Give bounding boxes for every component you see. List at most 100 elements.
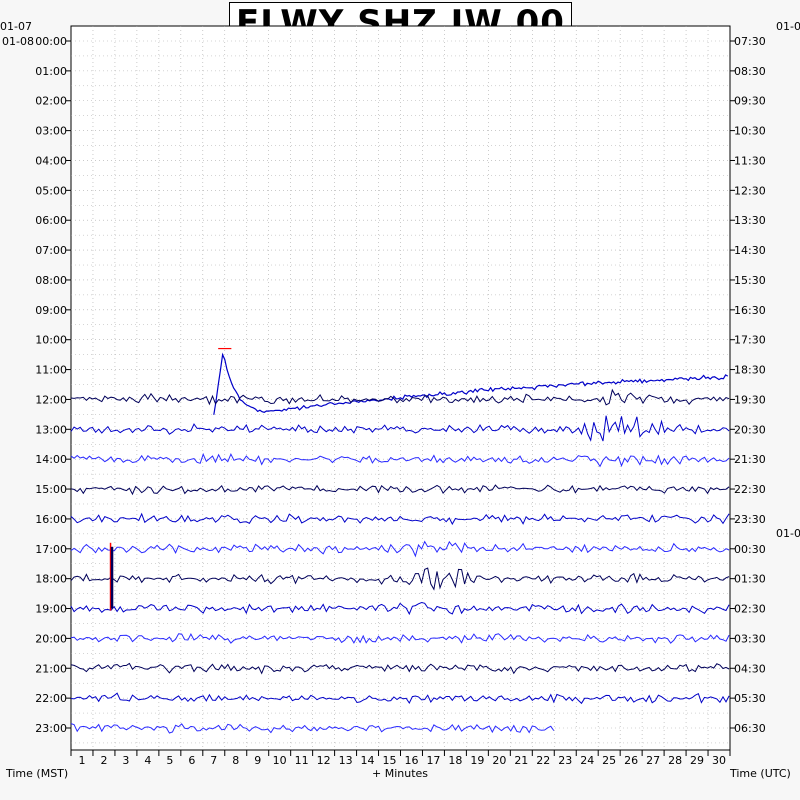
x-tick-label: 6 [188,754,195,767]
y-tick-label-right: 08:30 [734,65,766,78]
x-tick-label: 1 [78,754,85,767]
y-tick-label-left: 11:00 [35,364,67,377]
y-tick-label-left: 15:00 [35,483,67,496]
trace-hour-15 [70,484,730,496]
x-tick-label: 30 [712,754,726,767]
left-date-label-1: 01-07 [0,20,32,33]
y-tick-label-left: 09:00 [35,304,67,317]
y-tick-label-left: 03:00 [35,125,67,138]
y-tick-label-left: 14:00 [35,453,67,466]
trace-hour-14 [70,452,730,468]
y-tick-label-left: 06:00 [35,214,67,227]
y-tick-label-right: 04:30 [734,662,766,675]
y-tick-label-left: 04:00 [35,154,67,167]
y-tick-label-left: 18:00 [35,573,67,586]
trace-hour-17 [70,540,730,558]
right-date-label-2: 01-0 [776,527,800,540]
y-tick-label-right: 10:30 [734,125,766,138]
y-tick-label-right: 12:30 [734,184,766,197]
x-tick-label: 23 [558,754,572,767]
trace-hour-22 [70,692,730,705]
y-tick-label-left: 05:00 [35,184,67,197]
y-tick-label-right: 21:30 [734,453,766,466]
y-tick-label-left: 20:00 [35,632,67,645]
y-tick-label-right: 20:30 [734,423,766,436]
y-tick-label-left: 02:00 [35,95,67,108]
y-tick-label-left: 19:00 [35,603,67,616]
y-tick-label-right: 14:30 [734,244,766,257]
x-tick-label: 16 [404,754,418,767]
trace-hour-19 [70,601,730,616]
trace-hour-11 [213,352,729,415]
y-tick-label-left: 12:00 [35,393,67,406]
y-tick-label-right: 05:30 [734,692,766,705]
x-tick-label: 27 [646,754,660,767]
x-tick-label: 20 [492,754,506,767]
y-tick-label-right: 13:30 [734,214,766,227]
y-tick-label-left: 10:00 [35,334,67,347]
x-axis-label: + Minutes [372,767,429,780]
trace-hour-20 [70,633,730,644]
y-axis-label-right: Time (UTC) [730,767,791,780]
x-tick-label: 8 [232,754,239,767]
trace-hour-12 [70,388,730,406]
x-tick-label: 5 [166,754,173,767]
trace-hour-21 [70,662,730,675]
right-date-label-1: 01-0 [776,20,800,33]
x-tick-label: 21 [514,754,528,767]
x-tick-label: 4 [144,754,151,767]
left-date-label-2: 01-08 [2,35,34,48]
x-tick-label: 3 [122,754,129,767]
y-tick-label-right: 23:30 [734,513,766,526]
x-tick-label: 28 [668,754,682,767]
x-tick-label: 2 [100,754,107,767]
y-tick-label-right: 00:30 [734,543,766,556]
x-tick-label: 19 [470,754,484,767]
x-tick-label: 9 [254,754,261,767]
y-tick-label-left: 00:00 [35,35,67,48]
x-tick-label: 13 [339,754,353,767]
x-tick-label: 22 [536,754,550,767]
y-tick-label-right: 18:30 [734,364,766,377]
y-tick-label-left: 22:00 [35,692,67,705]
x-tick-label: 26 [624,754,638,767]
y-tick-label-left: 23:00 [35,722,67,735]
x-tick-label: 18 [448,754,462,767]
y-tick-label-left: 17:00 [35,543,67,556]
x-tick-label: 10 [273,754,287,767]
trace-hour-18 [70,567,730,591]
x-tick-label: 7 [210,754,217,767]
y-tick-label-right: 16:30 [734,304,766,317]
x-tick-label: 11 [295,754,309,767]
y-tick-label-left: 08:00 [35,274,67,287]
trace-hour-13 [70,415,730,442]
y-tick-label-right: 11:30 [734,154,766,167]
x-tick-label: 17 [426,754,440,767]
y-tick-label-left: 01:00 [35,65,67,78]
y-tick-label-left: 07:00 [35,244,67,257]
trace-hour-16 [70,512,730,526]
y-tick-label-left: 16:00 [35,513,67,526]
y-tick-label-right: 02:30 [734,603,766,616]
x-tick-label: 25 [602,754,616,767]
x-tick-label: 24 [580,754,594,767]
x-tick-label: 29 [690,754,704,767]
y-tick-label-left: 13:00 [35,423,67,436]
y-tick-label-right: 07:30 [734,35,766,48]
x-tick-label: 12 [317,754,331,767]
y-tick-label-right: 15:30 [734,274,766,287]
x-tick-label: 15 [383,754,397,767]
x-tick-label: 14 [361,754,375,767]
y-tick-label-right: 01:30 [734,573,766,586]
y-tick-label-right: 19:30 [734,393,766,406]
y-tick-label-right: 03:30 [734,632,766,645]
trace-hour-23 [70,723,555,734]
y-axis-label-left: Time (MST) [6,767,69,780]
y-tick-label-right: 09:30 [734,95,766,108]
y-tick-label-right: 22:30 [734,483,766,496]
y-tick-label-left: 21:00 [35,662,67,675]
y-tick-label-right: 17:30 [734,334,766,347]
y-tick-label-right: 06:30 [734,722,766,735]
